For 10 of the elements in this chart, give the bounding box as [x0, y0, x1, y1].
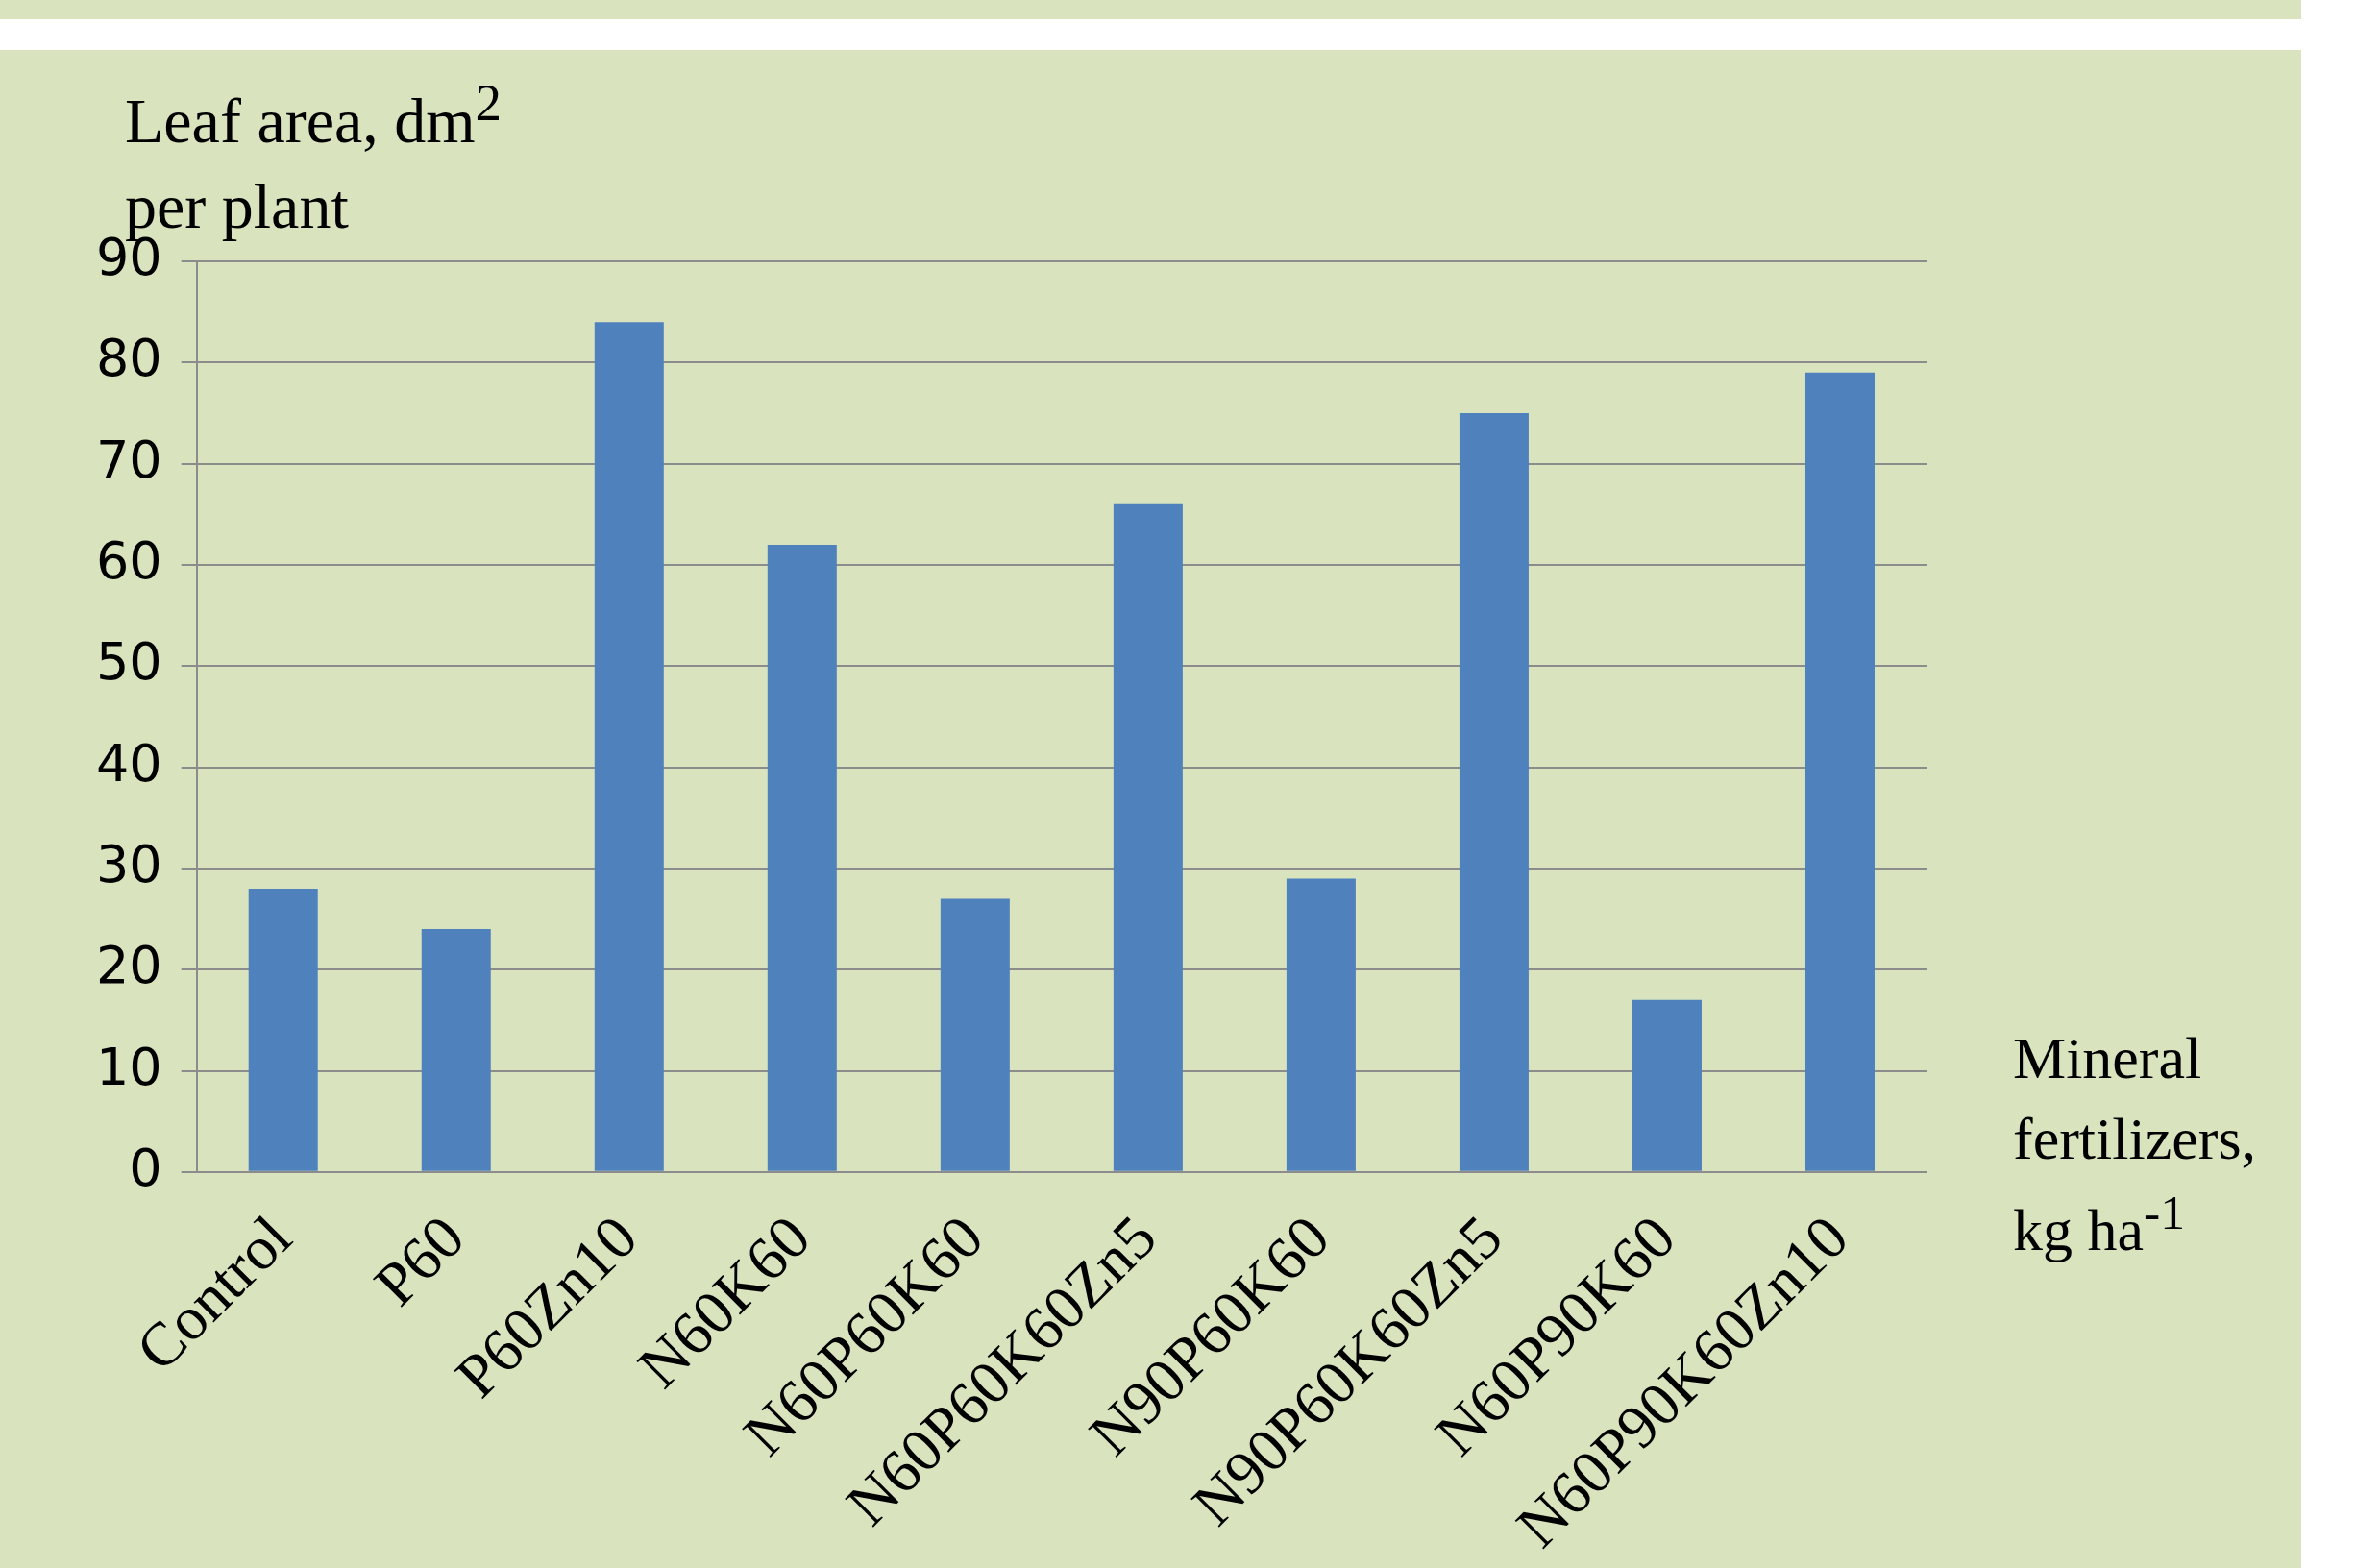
y-tick-label: 0	[129, 1137, 162, 1198]
y-tick-label: 70	[95, 429, 162, 490]
y-tick-label: 30	[95, 833, 162, 894]
y-tick-label: 10	[95, 1036, 162, 1097]
y-tick-label: 20	[95, 935, 162, 996]
y-tick-label: 40	[95, 732, 162, 794]
y-tick-label: 80	[95, 328, 162, 389]
y-tick-label: 50	[95, 631, 162, 693]
y-tick-label: 60	[95, 529, 162, 591]
x-axis-title: Mineral fertilizers, kg ha$^{-1}$	[2013, 1024, 2258, 1265]
